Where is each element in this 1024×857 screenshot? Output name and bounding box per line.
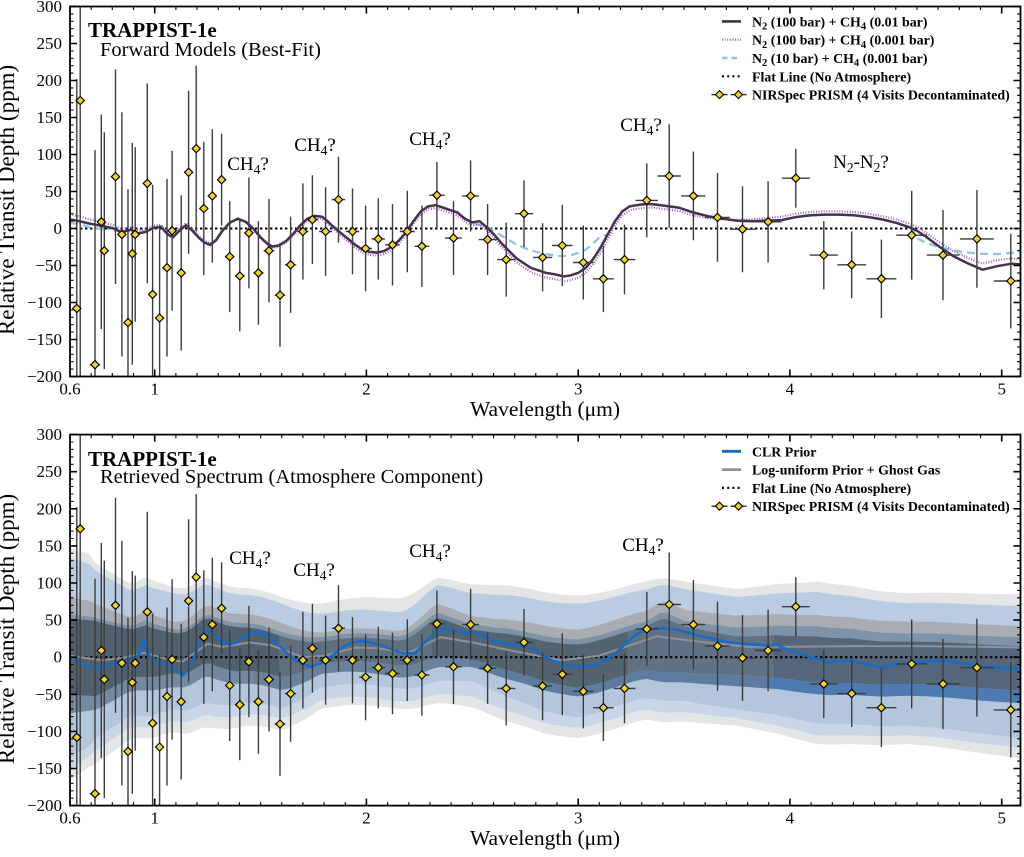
svg-text:200: 200 [37, 71, 63, 90]
svg-text:2: 2 [362, 380, 371, 399]
svg-text:CH4?: CH4? [293, 560, 335, 583]
svg-text:CLR Prior: CLR Prior [752, 445, 816, 460]
svg-text:5: 5 [997, 809, 1006, 828]
svg-text:0.6: 0.6 [59, 809, 80, 828]
svg-text:Log-uniform Prior + Ghost Gas: Log-uniform Prior + Ghost Gas [752, 464, 941, 479]
svg-text:CH4?: CH4? [409, 129, 451, 152]
svg-text:100: 100 [37, 574, 63, 593]
svg-text:TRAPPIST-1e: TRAPPIST-1e [88, 447, 217, 471]
svg-text:CH4?: CH4? [620, 115, 662, 138]
svg-text:CH4?: CH4? [622, 535, 664, 558]
svg-text:NIRSpec PRISM (4 Visits Decont: NIRSpec PRISM (4 Visits Decontaminated) [752, 500, 1010, 515]
svg-text:100: 100 [37, 145, 63, 164]
svg-text:3: 3 [574, 380, 583, 399]
svg-text:300: 300 [37, 0, 63, 16]
svg-text:1: 1 [150, 809, 159, 828]
svg-text:250: 250 [37, 462, 63, 481]
svg-text:5: 5 [997, 380, 1006, 399]
svg-text:CH4?: CH4? [229, 548, 271, 571]
svg-text:Retrieved Spectrum (Atmosphere: Retrieved Spectrum (Atmosphere Component… [100, 466, 483, 488]
svg-text:1: 1 [150, 380, 159, 399]
svg-text:N2 (10 bar) + CH4 (0.001 bar): N2 (10 bar) + CH4 (0.001 bar) [752, 52, 928, 69]
svg-text:300: 300 [37, 425, 63, 444]
svg-text:150: 150 [37, 108, 63, 127]
svg-text:TRAPPIST-1e: TRAPPIST-1e [88, 18, 217, 42]
svg-text:−150: −150 [27, 330, 62, 349]
svg-text:−150: −150 [27, 759, 62, 778]
svg-text:Relative Transit Depth (ppm): Relative Transit Depth (ppm) [0, 494, 19, 764]
svg-text:Flat Line (No Atmosphere): Flat Line (No Atmosphere) [752, 70, 911, 85]
svg-text:250: 250 [37, 34, 63, 53]
svg-text:Flat Line (No Atmosphere): Flat Line (No Atmosphere) [752, 482, 911, 497]
svg-text:0: 0 [54, 219, 63, 238]
svg-text:50: 50 [45, 611, 62, 630]
svg-text:Wavelength (μm): Wavelength (μm) [470, 826, 620, 850]
svg-text:Relative Transit Depth (ppm): Relative Transit Depth (ppm) [0, 65, 19, 335]
svg-text:CH4?: CH4? [409, 541, 451, 564]
svg-text:0: 0 [54, 648, 63, 667]
svg-text:N2 (100 bar) + CH4 (0.01 bar): N2 (100 bar) + CH4 (0.01 bar) [752, 15, 928, 32]
svg-text:CH4?: CH4? [294, 135, 336, 158]
svg-text:−200: −200 [27, 796, 62, 815]
svg-text:50: 50 [45, 182, 62, 201]
svg-text:200: 200 [37, 499, 63, 518]
svg-text:−200: −200 [27, 367, 62, 386]
svg-text:150: 150 [37, 536, 63, 555]
svg-text:CH4?: CH4? [227, 154, 269, 177]
svg-text:−50: −50 [35, 685, 62, 704]
svg-text:−100: −100 [27, 293, 62, 312]
svg-text:3: 3 [574, 809, 583, 828]
svg-text:NIRSpec PRISM (4 Visits Decont: NIRSpec PRISM (4 Visits Decontaminated) [752, 89, 1010, 104]
svg-text:Forward Models (Best-Fit): Forward Models (Best-Fit) [100, 39, 321, 61]
svg-text:4: 4 [786, 809, 795, 828]
svg-text:−50: −50 [35, 256, 62, 275]
svg-text:−100: −100 [27, 722, 62, 741]
svg-text:4: 4 [786, 380, 795, 399]
svg-text:N2-N2?: N2-N2? [833, 152, 889, 175]
svg-text:0.6: 0.6 [59, 380, 80, 399]
svg-text:Wavelength (μm): Wavelength (μm) [470, 397, 620, 421]
svg-text:N2 (100 bar) + CH4 (0.001 bar): N2 (100 bar) + CH4 (0.001 bar) [752, 34, 935, 51]
svg-text:2: 2 [362, 809, 371, 828]
